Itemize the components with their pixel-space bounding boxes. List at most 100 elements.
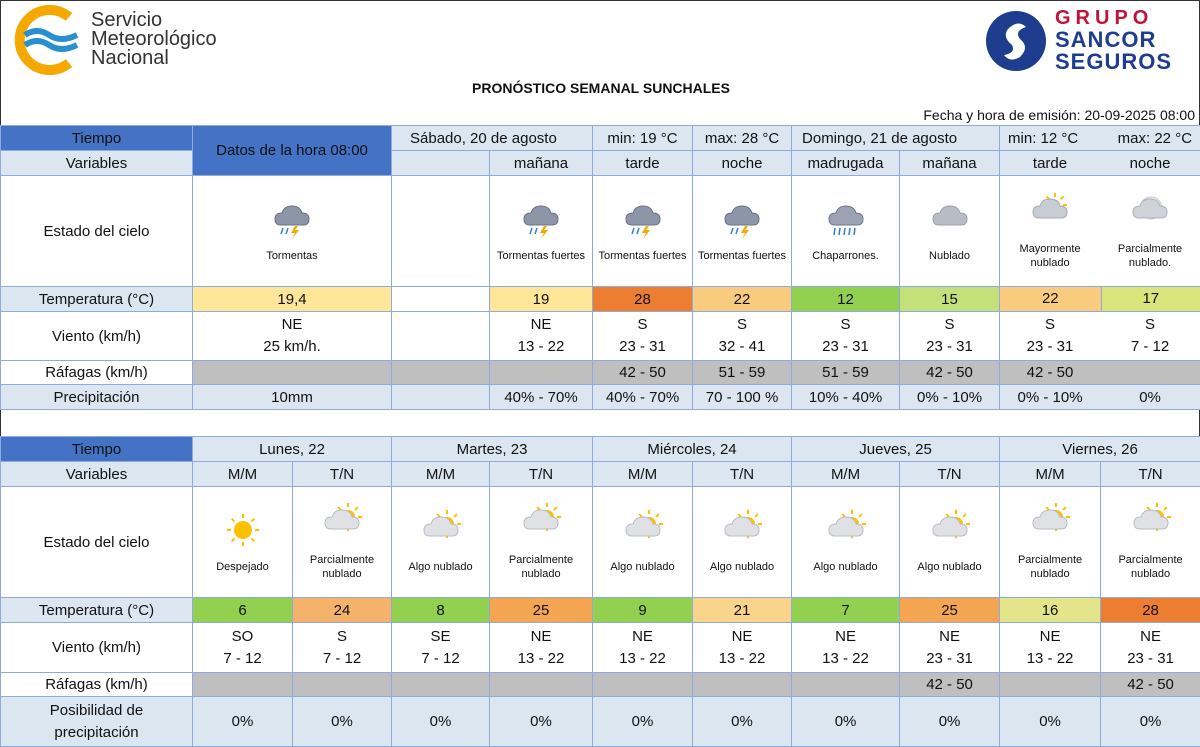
wind-cell-pair: S 23 - 31 S 7 - 12 (999, 311, 1200, 361)
sky-cell: Parcialmente nublado (999, 486, 1102, 598)
wind-speed: 23 - 31 (926, 649, 973, 667)
precip-cell: 0% (391, 696, 491, 747)
wind-direction: S (840, 316, 851, 333)
current-data-title: Datos de la hora 08:00 (192, 125, 392, 176)
wind-cell: NE 23 - 31 (899, 622, 1001, 673)
wind-cell: S 7 - 12 (291, 622, 393, 673)
wind-speed: 23 - 31 (926, 338, 973, 355)
report-header: Servicio Meteorológico Nacional GRUPO SA… (0, 0, 1200, 126)
sky-cell: Parcialmente nublado (489, 486, 594, 598)
temp-cell: 15 (899, 286, 1001, 312)
sky-description: Parcialmente nublado (1118, 554, 1183, 580)
tiempo-label: Tiempo (0, 436, 193, 462)
sky-description: Chaparrones. (812, 250, 879, 262)
day-sat-date: Sábado, 20 de agosto (390, 125, 594, 151)
period-label: mañana (899, 150, 1001, 176)
sky-cell: Algo nublado (592, 486, 694, 598)
sky-cell: Nublado (899, 175, 1001, 287)
wind-cell: SE 7 - 12 (391, 622, 491, 673)
partly-cloudy-icon (694, 510, 791, 556)
period-label: M/M (791, 461, 901, 487)
period-label: noche (692, 150, 793, 176)
empty-cell (391, 311, 490, 361)
sky-cell: Tormentas fuertes (488, 175, 594, 287)
current-sky-cell: Tormentas (192, 175, 392, 287)
partly-cloudy-icon (491, 503, 592, 549)
partly-cloudy-icon (294, 503, 391, 549)
period-label: madrugada (791, 150, 901, 176)
day-sun-min: min: 12 °C (1008, 129, 1079, 147)
temp-cell: 12 (791, 286, 901, 312)
precip-cell: 0% (489, 696, 594, 747)
wind-direction: S (737, 316, 748, 333)
wind-direction: SO (231, 627, 254, 645)
wind-cell: S 23 - 31 (791, 311, 901, 361)
sky-description: Algo nublado (813, 561, 878, 573)
gust-cell (592, 672, 694, 697)
precip-cell: 0% (999, 696, 1102, 747)
storm-icon (194, 199, 391, 245)
sky-cell: Algo nublado (791, 486, 901, 598)
temp-cell: 7 (791, 597, 901, 623)
precip-cell: 0% (1100, 696, 1200, 747)
week-day-title: Miércoles, 24 (592, 436, 793, 462)
estado-label: Estado del cielo (0, 486, 193, 598)
sancor-logo-icon (986, 11, 1046, 71)
period-label: T/N (291, 461, 393, 487)
precip-cell: 0% (592, 696, 694, 747)
cloud-icon (901, 199, 999, 245)
gust-cell (999, 672, 1102, 697)
week-day-title: Viernes, 26 (999, 436, 1200, 462)
period-label: tarde (1032, 154, 1068, 172)
wind-speed: 13 - 22 (619, 649, 666, 667)
week-day-title: Martes, 23 (391, 436, 594, 462)
precipitacion-label: Precipitación (0, 384, 193, 410)
sky-description: Algo nublado (408, 561, 473, 573)
posibilidad-label: Posibilidad de precipitación (0, 696, 193, 747)
wind-direction: S (337, 627, 348, 645)
wind-direction: S (1045, 316, 1056, 333)
gust-cell (489, 672, 594, 697)
temp-cell: 22 (1000, 287, 1101, 311)
temp-cell: 16 (999, 597, 1102, 623)
day-sun-date: Domingo, 21 de agosto (791, 125, 1001, 151)
partly-cloudy-icon (901, 510, 999, 556)
wind-speed: 13 - 22 (718, 649, 766, 667)
temp-cell: 6 (192, 597, 293, 623)
period-label: mañana (488, 150, 594, 176)
wind-direction: S (1145, 316, 1156, 333)
wind-cell: S 32 - 41 (692, 311, 793, 361)
sky-description: Parcialmente nublado (309, 554, 375, 580)
wind-direction: SE (430, 627, 451, 645)
wind-direction: NE (1140, 627, 1161, 645)
temp-cell: 28 (1100, 597, 1200, 623)
gust-cell (192, 360, 392, 385)
sky-description: Despejado (216, 561, 269, 573)
wind-speed: 7 - 12 (421, 649, 460, 667)
precip-cell: 0% (692, 696, 793, 747)
sky-cell: Parcialmente nublado (291, 486, 393, 598)
wind-cell: S 23 - 31 (899, 311, 1001, 361)
gust-cell: 42 - 50 (1100, 672, 1200, 697)
gust-cell (791, 672, 901, 697)
gust-cell (291, 672, 393, 697)
sky-cell: Tormentas fuertes (592, 175, 694, 287)
precip-cell: 0% (791, 696, 901, 747)
temp-cell: 19 (488, 286, 594, 312)
sky-description: Tormentas fuertes (598, 250, 687, 262)
wind-speed: 13 - 22 (822, 649, 869, 667)
table-separator (0, 410, 1200, 436)
temp-cell: 17 (1100, 287, 1200, 311)
precip-cell: 0% - 10% (1017, 388, 1083, 406)
day-sun-minmax: min: 12 °C max: 22 °C (999, 125, 1200, 151)
gust-cell: 42 - 50 (1026, 364, 1074, 381)
wind-cell: NE 13 - 22 (999, 622, 1102, 673)
sky-description: Tormentas fuertes (496, 250, 586, 262)
viento-label: Viento (km/h) (0, 622, 193, 673)
sky-description: Algo nublado (610, 561, 675, 573)
partly-cloudy-night-icon (1100, 192, 1200, 238)
period-label: M/M (999, 461, 1102, 487)
temp-cell: 24 (291, 597, 393, 623)
wind-speed: 7 - 12 (1130, 338, 1170, 355)
precip-cell: 70 - 100 % (692, 384, 793, 410)
